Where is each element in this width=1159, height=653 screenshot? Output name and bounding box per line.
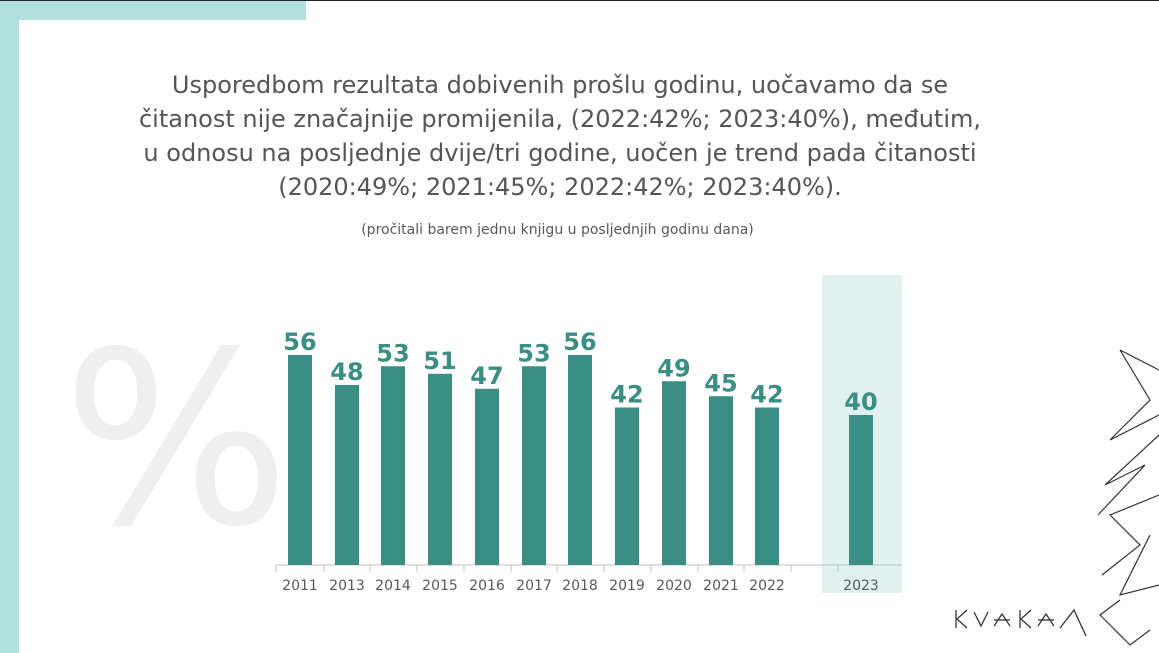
bar-2015: [428, 373, 452, 565]
bar-2016: [475, 388, 499, 565]
tick-label-2018: 2018: [562, 578, 598, 594]
tick-label-2020: 2020: [656, 578, 692, 594]
accent-bar-top: [0, 1, 306, 20]
data-label-2020: 49: [657, 354, 690, 382]
tick-label-2011: 2011: [282, 578, 318, 594]
bar-2018: [568, 355, 592, 565]
headline: Usporedbom rezultata dobivenih prošlu go…: [60, 68, 1060, 204]
headline-line-2: čitanost nije značajnije promijenila, (2…: [138, 105, 982, 133]
bar-2020: [662, 381, 686, 565]
bar-2023: [849, 415, 873, 565]
bar-2019: [615, 407, 639, 565]
data-label-2021: 45: [704, 369, 737, 397]
tick-label-2021: 2021: [703, 578, 739, 594]
data-label-2019: 42: [610, 381, 643, 409]
data-label-2022: 42: [750, 381, 783, 409]
data-label-2018: 56: [563, 328, 596, 356]
data-label-2017: 53: [517, 339, 550, 367]
tick-label-2019: 2019: [609, 578, 645, 594]
headline-line-4: (2020:49%; 2021:45%; 2022:42%; 2023:40%)…: [278, 173, 842, 201]
data-label-2013: 48: [330, 358, 363, 386]
percent-watermark: %: [62, 300, 291, 580]
bar-2021: [709, 396, 733, 565]
headline-line-1: Usporedbom rezultata dobivenih prošlu go…: [171, 71, 949, 99]
bar-2013: [335, 385, 359, 565]
tick-label-2016: 2016: [469, 578, 505, 594]
tick-label-2022: 2022: [749, 578, 785, 594]
data-label-2014: 53: [376, 339, 409, 367]
bar-2017: [522, 366, 546, 565]
tick-label-2014: 2014: [375, 578, 411, 594]
tick-label-2017: 2017: [516, 578, 552, 594]
tick-label-2023: 2023: [843, 578, 879, 594]
data-label-2015: 51: [423, 347, 456, 375]
bar-2014: [381, 366, 405, 565]
data-label-2016: 47: [470, 362, 503, 390]
tick-label-2015: 2015: [422, 578, 458, 594]
tick-label-2013: 2013: [329, 578, 365, 594]
decorative-line-art: [1097, 349, 1159, 646]
kvaka-logo: [955, 608, 1087, 636]
chart-subtitle: (pročitali barem jednu knjigu u posljedn…: [361, 222, 754, 238]
bar-2011: [288, 355, 312, 565]
accent-bar-left: [0, 1, 19, 653]
top-border-line: [0, 0, 1159, 1]
data-label-2023: 40: [844, 388, 877, 416]
headline-line-3: u odnosu na posljednje dvije/tri godine,…: [143, 139, 977, 167]
data-label-2011: 56: [283, 328, 316, 356]
bar-2022: [755, 407, 779, 565]
